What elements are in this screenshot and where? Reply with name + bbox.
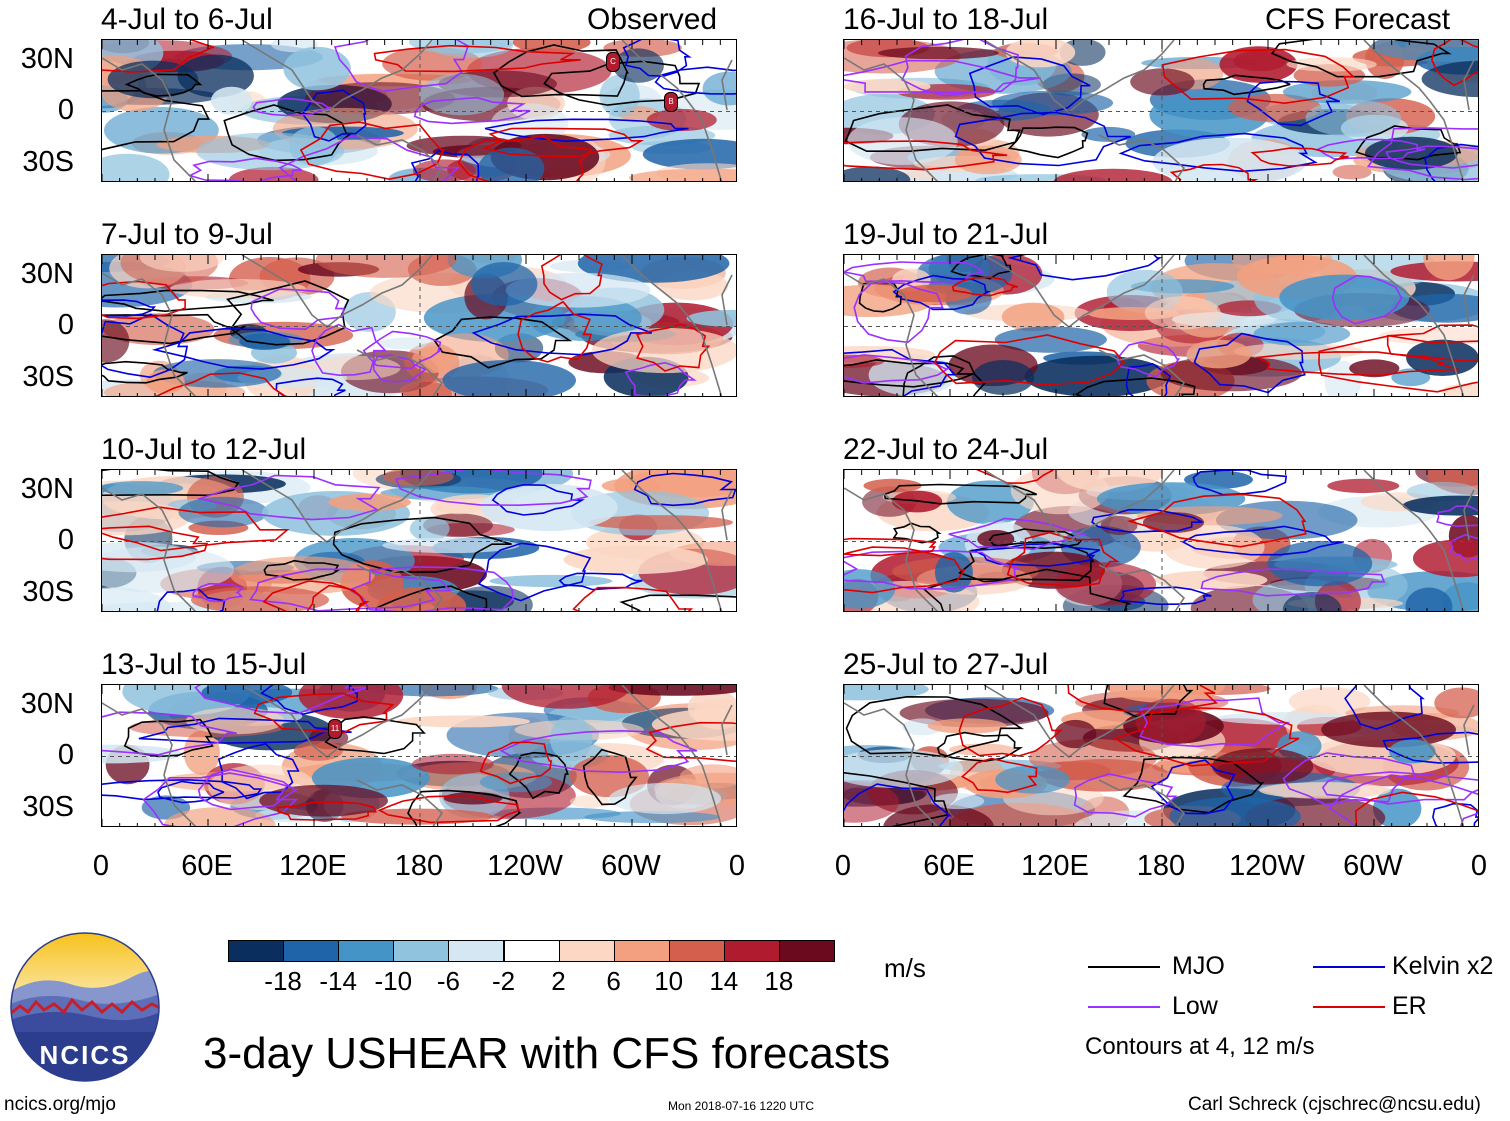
legend-low-label: Low <box>1172 992 1218 1020</box>
ncics-logo-graphic <box>10 932 160 1082</box>
lat-label-30n: 30N <box>20 258 74 290</box>
lon-label-120e: 120E <box>1021 850 1089 882</box>
colorbar-swatch <box>448 940 505 962</box>
legend-mjo-label: MJO <box>1172 952 1225 980</box>
colorbar-tick-label: -10 <box>374 966 413 996</box>
legend-kelvin-label: Kelvin x2 <box>1392 952 1494 980</box>
map-panel-8 <box>843 684 1479 827</box>
lat-label-eq: 0 <box>57 309 74 341</box>
map-panel-4: 11 <box>101 684 737 827</box>
colorbar-swatch <box>228 940 285 962</box>
lon-label-60w: 60W <box>601 850 661 882</box>
colorbar-swatch <box>723 940 780 962</box>
storm-marker: 11 <box>328 719 342 739</box>
panel-title-7: 22-Jul to 24-Jul <box>843 433 1049 466</box>
main-title: 3-day USHEAR with CFS forecasts <box>203 1029 891 1078</box>
lon-label-60e: 60E <box>923 850 975 882</box>
colorbar-unit: m/s <box>884 953 926 983</box>
lon-label-180: 180 <box>1136 850 1186 882</box>
legend-low-line <box>1088 1006 1160 1008</box>
footer-url: ncics.org/mjo <box>4 1094 116 1115</box>
lon-label-120w: 120W <box>1229 850 1305 882</box>
panel-title-3: 10-Jul to 12-Jul <box>101 433 307 466</box>
lon-label-360: 0 <box>728 850 746 882</box>
lon-label-60e: 60E <box>181 850 233 882</box>
panel-title-1: 4-Jul to 6-Jul <box>101 3 273 36</box>
lat-label-eq: 0 <box>57 524 74 556</box>
colorbar-tick-label: -2 <box>491 966 516 996</box>
colorbar-swatch <box>613 940 670 962</box>
lon-label-120w: 120W <box>487 850 563 882</box>
ncics-logo: NCICS <box>10 932 160 1082</box>
lon-label-180: 180 <box>394 850 444 882</box>
colorbar-tick-label: 2 <box>551 966 566 996</box>
lat-label-30n: 30N <box>20 688 74 720</box>
colorbar-swatch <box>503 940 560 962</box>
legend-kelvin-line <box>1313 966 1385 968</box>
lon-label-0: 0 <box>92 850 110 882</box>
map-panel-3 <box>101 469 737 612</box>
map-panel-6 <box>843 254 1479 397</box>
map-panel-2 <box>101 254 737 397</box>
lon-label-60w: 60W <box>1343 850 1403 882</box>
legend-er-label: ER <box>1392 992 1427 1020</box>
map-field <box>844 685 1478 826</box>
panel-title-5: 16-Jul to 18-Jul <box>843 3 1049 36</box>
colorbar-swatch <box>283 940 340 962</box>
colorbar <box>228 940 835 962</box>
legend-er-line <box>1313 1006 1385 1008</box>
map-field <box>844 40 1478 181</box>
footer-timestamp: Mon 2018-07-16 1220 UTC <box>668 1099 815 1113</box>
lat-label-eq: 0 <box>57 94 74 126</box>
colorbar-swatch <box>338 940 395 962</box>
map-field <box>102 470 736 611</box>
panel-title-8: 25-Jul to 27-Jul <box>843 648 1049 681</box>
legend-mjo-line <box>1088 966 1160 968</box>
colorbar-swatch <box>668 940 725 962</box>
panel-title-2: 7-Jul to 9-Jul <box>101 218 273 251</box>
lat-label-30s: 30S <box>22 361 74 393</box>
colorbar-swatch <box>393 940 450 962</box>
map-panel-7 <box>843 469 1479 612</box>
lon-label-0: 0 <box>834 850 852 882</box>
lat-label-30s: 30S <box>22 146 74 178</box>
colorbar-swatch <box>778 940 835 962</box>
lon-label-360: 0 <box>1470 850 1488 882</box>
map-panel-5 <box>843 39 1479 182</box>
lat-label-30n: 30N <box>20 473 74 505</box>
colorbar-tick-label: -18 <box>264 966 302 996</box>
logo-text: NCICS <box>39 1040 131 1070</box>
colorbar-tick-label: 18 <box>764 966 794 996</box>
map-field <box>102 685 736 826</box>
panel-title-4: 13-Jul to 15-Jul <box>101 648 307 681</box>
colorbar-tick-label: -14 <box>319 966 357 996</box>
lat-label-30s: 30S <box>22 791 74 823</box>
map-field <box>102 40 736 181</box>
footer-author: Carl Schreck (cjschrec@ncsu.edu) <box>1188 1094 1481 1115</box>
colorbar-tick-label: 6 <box>606 966 621 996</box>
map-field <box>102 255 736 396</box>
colorbar-tick-label: 10 <box>654 966 684 996</box>
panel-title-6: 19-Jul to 21-Jul <box>843 218 1049 251</box>
panel-tag-observed: Observed <box>587 3 718 36</box>
storm-marker: C <box>606 52 620 72</box>
lat-label-eq: 0 <box>57 739 74 771</box>
lat-label-30n: 30N <box>20 43 74 75</box>
lat-label-30s: 30S <box>22 576 74 608</box>
colorbar-tick-label: 14 <box>709 966 739 996</box>
colorbar-tick-label: -6 <box>436 966 460 996</box>
map-field <box>844 255 1478 396</box>
legend-contour-note: Contours at 4, 12 m/s <box>1085 1033 1315 1060</box>
storm-marker: B <box>664 92 678 112</box>
colorbar-swatch <box>558 940 615 962</box>
map-field <box>844 470 1478 611</box>
lon-label-120e: 120E <box>279 850 347 882</box>
panel-tag-cfs-forecast: CFS Forecast <box>1265 3 1451 36</box>
